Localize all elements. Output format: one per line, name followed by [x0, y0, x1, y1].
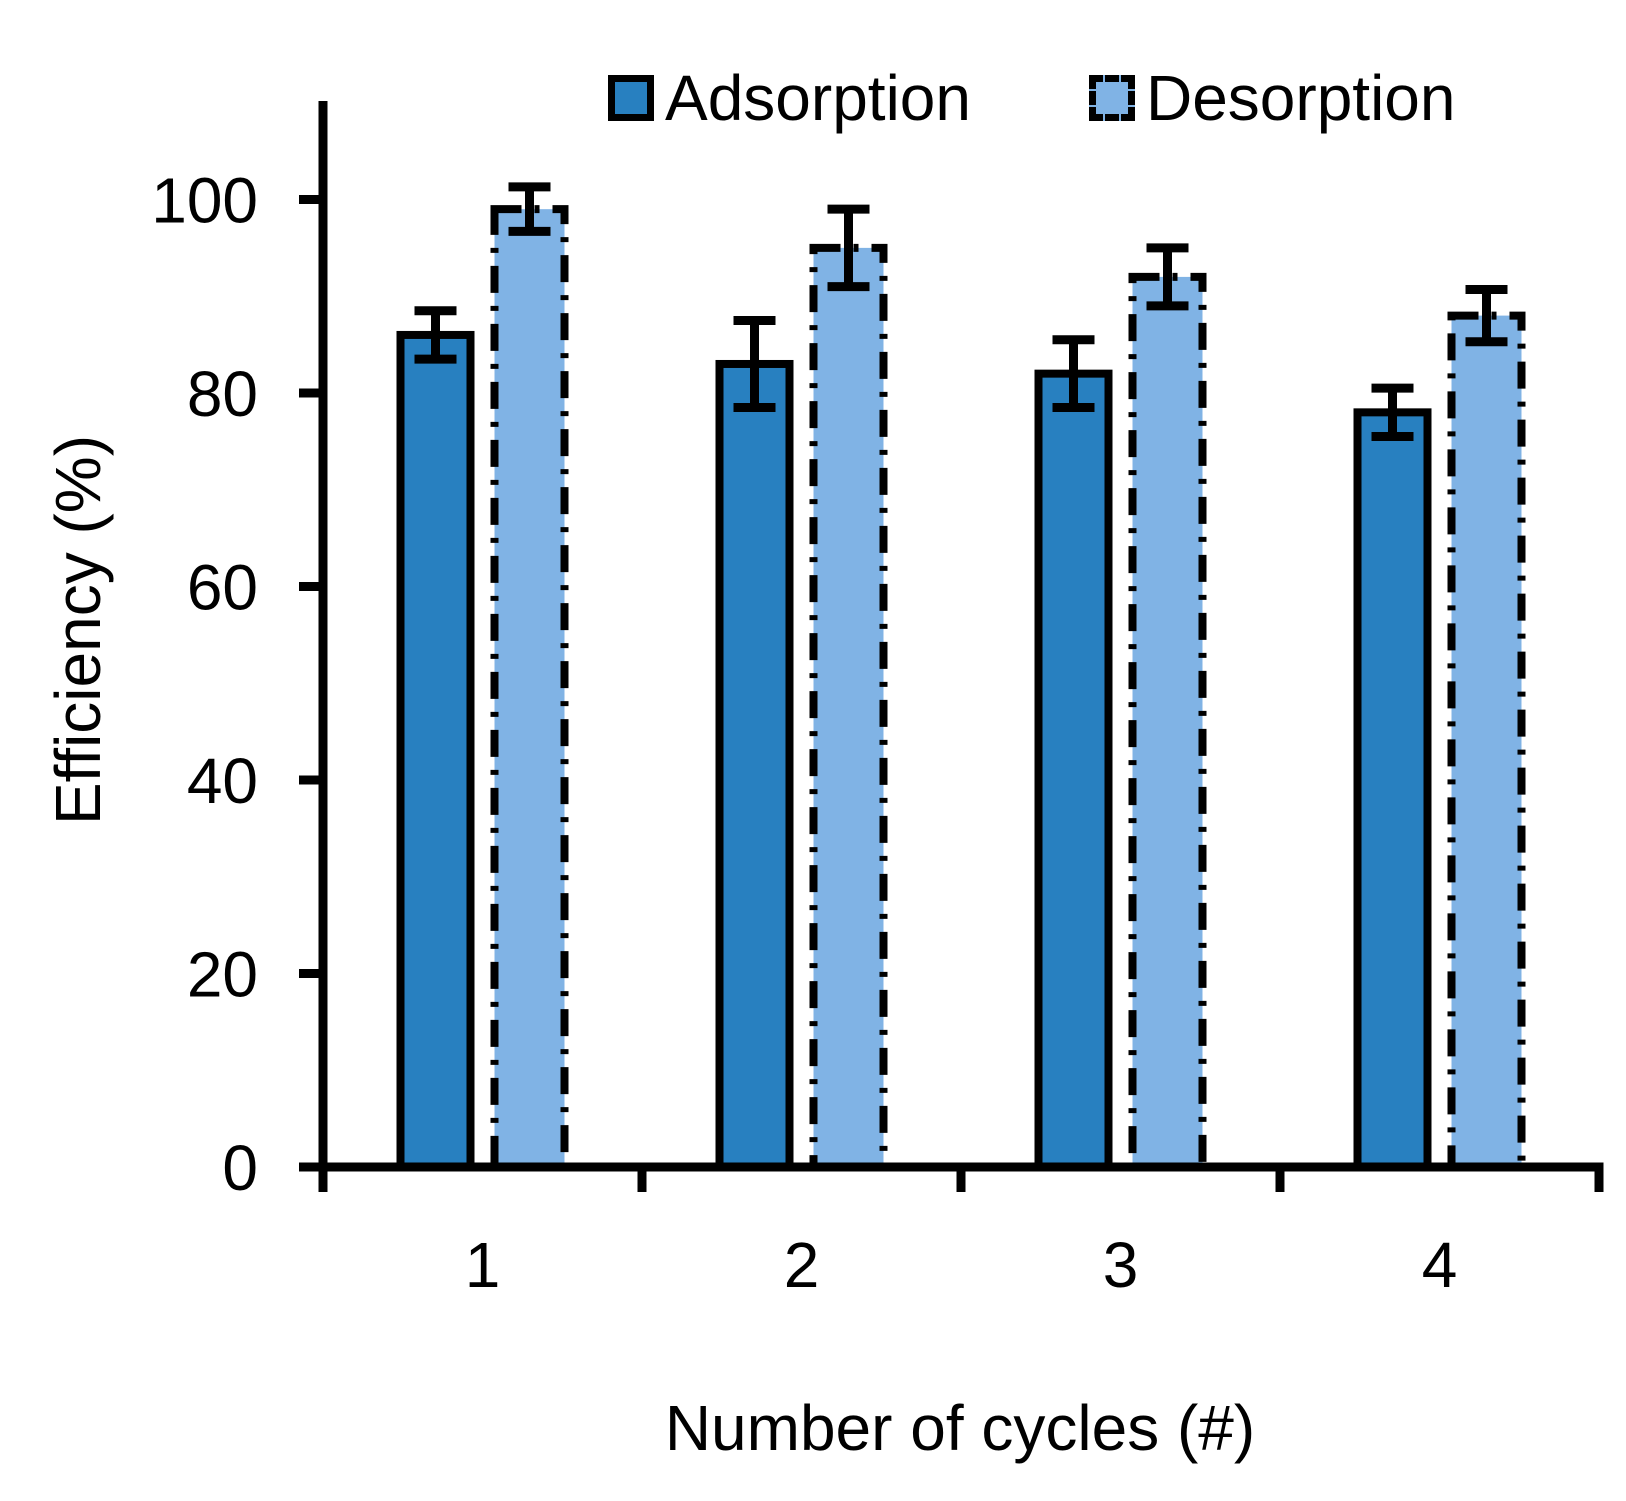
adsorption-legend-label: Adsorption	[665, 62, 971, 134]
desorption-legend-swatch-icon	[1088, 75, 1135, 121]
legend-item-adsorption: Adsorption	[608, 66, 971, 130]
adsorption-bar-cycle-2	[715, 359, 794, 1172]
y-tick-label: 100	[151, 165, 258, 237]
adsorption-legend-swatch-icon	[608, 75, 654, 121]
x-tick-label: 1	[465, 1229, 501, 1301]
y-axis-title: Efficiency (%)	[42, 434, 114, 826]
adsorption-bar-cycle-3	[1034, 369, 1113, 1171]
desorption-bar-cycle-4	[1447, 311, 1526, 1172]
y-tick-label: 20	[187, 939, 258, 1011]
adsorption-bar-cycle-4	[1353, 408, 1432, 1172]
desorption-bar-cycle-2	[809, 243, 888, 1171]
legend: Adsorption Desorption	[608, 66, 1455, 130]
desorption-bar-cycle-3	[1128, 272, 1207, 1171]
desorption-bar-cycle-1	[490, 205, 569, 1172]
x-tick-label: 3	[1103, 1229, 1139, 1301]
legend-item-desorption: Desorption	[1088, 62, 1456, 134]
y-tick-label: 40	[187, 745, 258, 817]
x-tick-label: 4	[1422, 1229, 1458, 1301]
x-axis-title: Number of cycles (#)	[664, 1392, 1256, 1464]
x-tick-label: 2	[784, 1229, 820, 1301]
y-tick-label: 0	[222, 1132, 258, 1204]
desorption-legend-label: Desorption	[1145, 62, 1456, 134]
y-tick-label: 60	[187, 552, 258, 624]
adsorption-bar-cycle-1	[396, 330, 475, 1171]
y-tick-label: 80	[187, 358, 258, 430]
